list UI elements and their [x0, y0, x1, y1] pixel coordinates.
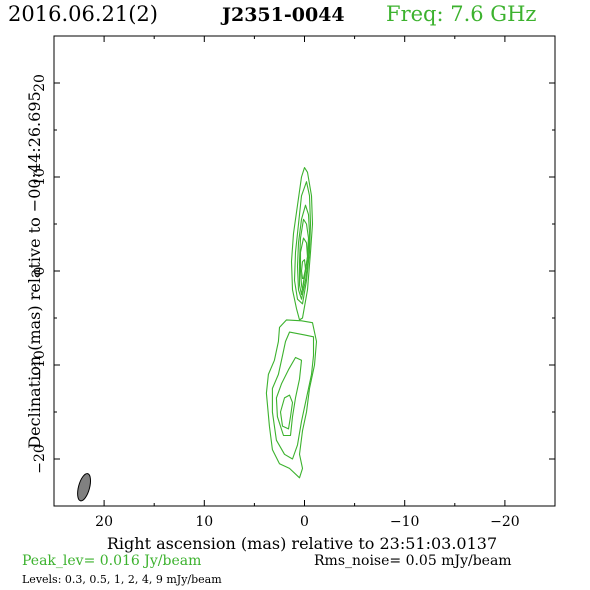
x-tick-label: 10 [195, 514, 213, 530]
x-axis-label: Right ascension (mas) relative to 23:51:… [107, 534, 497, 553]
rms-noise: Rms_noise= 0.05 mJy/beam [314, 553, 512, 569]
contour-levels: Levels: 0.3, 0.5, 1, 2, 4, 9 mJy/beam [22, 573, 222, 586]
plot-frame [53, 35, 556, 507]
y-tick-label: 0 [32, 267, 48, 276]
contour-line-0_5mJy [271, 331, 315, 460]
y-axis-label: Declination (mas) relative to −00:44:26.… [25, 91, 44, 448]
x-tick-label: 20 [95, 514, 113, 530]
contour-line-1mJy [296, 204, 311, 300]
peak-level: Peak_lev= 0.016 Jy/beam [22, 553, 202, 569]
y-tick-label: −20 [32, 444, 48, 474]
x-tick-label: −10 [390, 514, 420, 530]
axis-ticks: 20 10 0 −10 −20 20 10 0 −10 −20 [32, 35, 556, 530]
x-tick-label: 0 [300, 514, 309, 530]
contour-lines [265, 167, 318, 479]
y-tick-label: 10 [32, 168, 48, 186]
contour-line-9mJy [300, 259, 307, 280]
y-tick-label: 20 [32, 74, 48, 92]
x-tick-label: −20 [490, 514, 520, 530]
contour-line-0_3mJy [290, 167, 314, 321]
contour-line-2mJy [279, 394, 294, 430]
contour-line-4mJy [299, 237, 309, 291]
y-tick-label: −10 [32, 350, 48, 380]
contour-line-1mJy [275, 356, 303, 437]
observation-date: 2016.06.21(2) [8, 2, 158, 26]
source-name: J2351-0044 [222, 4, 345, 26]
contour-line-0_3mJy [265, 319, 318, 479]
observing-frequency: Freq: 7.6 GHz [386, 2, 537, 26]
beam-ellipse [77, 473, 92, 502]
